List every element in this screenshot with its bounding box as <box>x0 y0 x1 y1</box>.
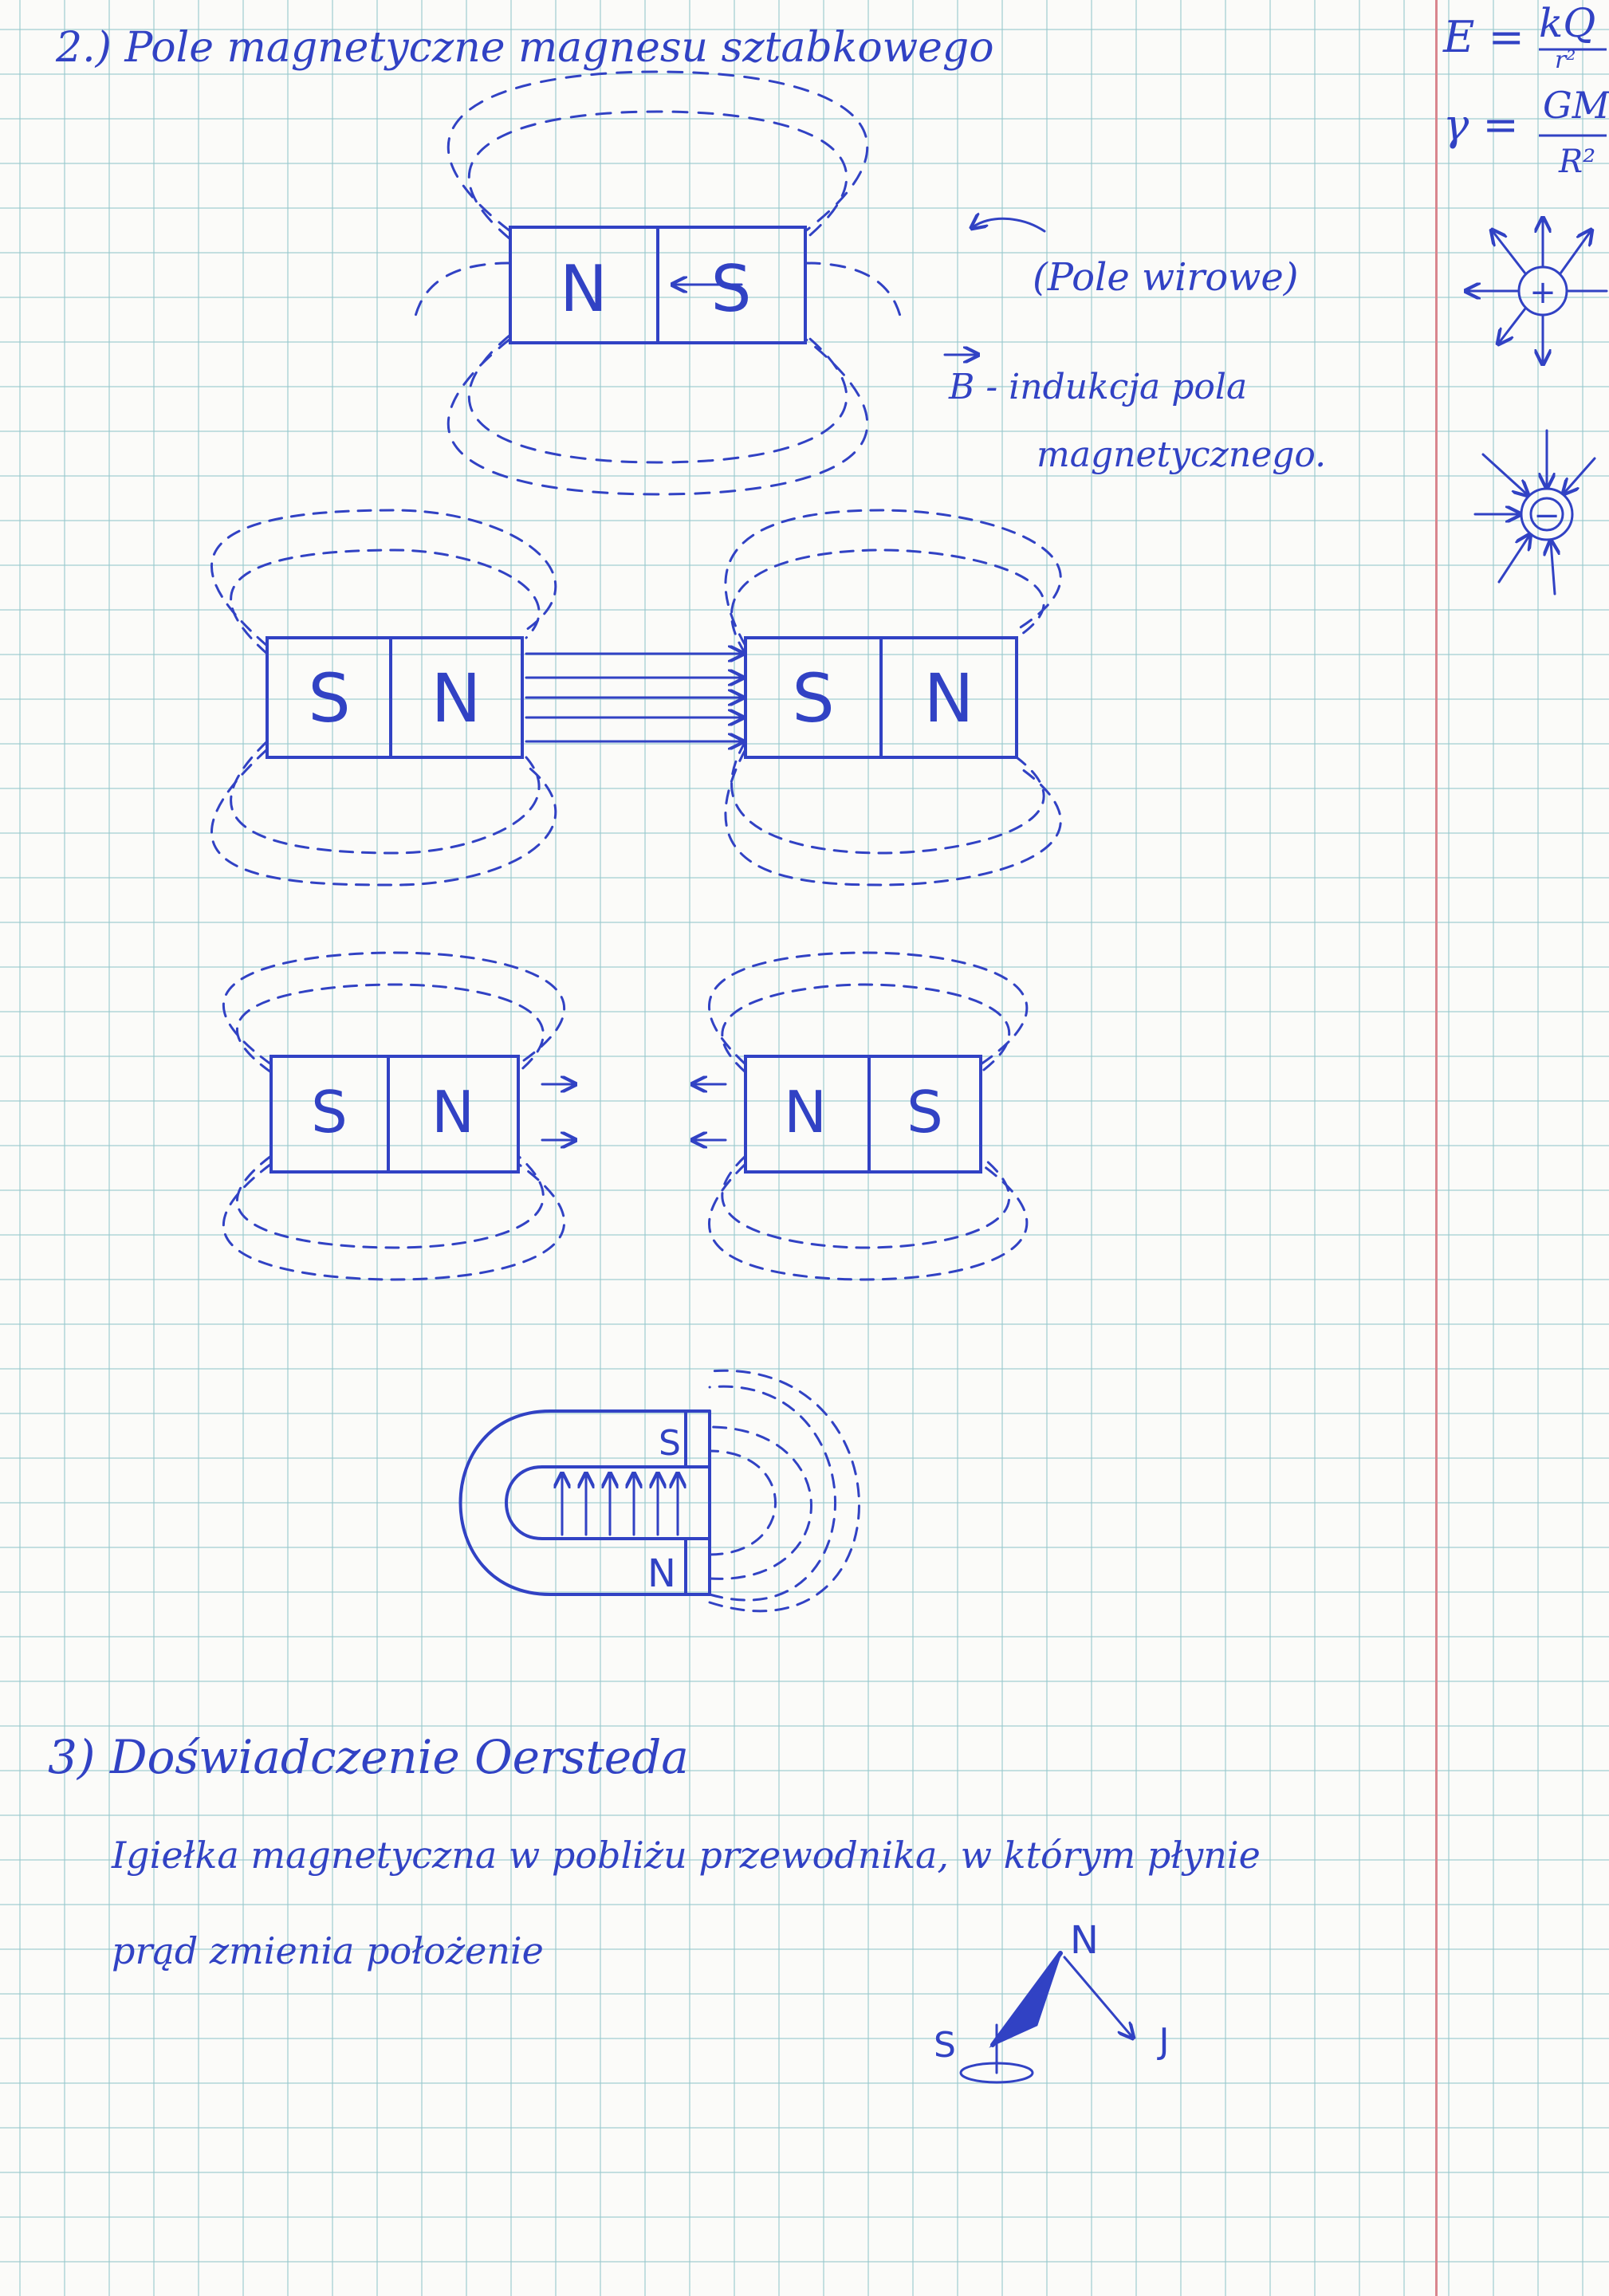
margin-line <box>1435 0 1438 2296</box>
pole-label: S <box>659 1423 681 1464</box>
gravity-formula-num: GM <box>1543 84 1609 127</box>
magnet-left <box>266 636 524 759</box>
section-heading-magnet-field: 2.) Pole magnetyczne magnesu sztabkowego <box>56 24 994 72</box>
pole-label: N <box>560 252 608 326</box>
charge-sign: + <box>1529 274 1556 311</box>
pole-label: N <box>784 1079 827 1146</box>
gravity-formula-lhs: γ = <box>1443 100 1519 150</box>
pole-label: S <box>792 659 834 737</box>
pole-label: N <box>924 659 974 737</box>
compass-label: S <box>934 2025 956 2066</box>
bar-magnets-attract <box>210 509 1062 887</box>
induction-note-line-1: B - indukcja pola <box>949 367 1248 407</box>
pole-label: S <box>907 1079 943 1146</box>
field-lines-attract <box>210 509 1062 887</box>
negative-charge-field <box>1473 429 1596 596</box>
field-lines-repel <box>222 951 1029 1281</box>
bar-magnets-repel <box>222 951 1029 1281</box>
horseshoe-magnet <box>458 1369 860 1613</box>
magnet-left <box>269 1055 520 1174</box>
positive-charge-field <box>1467 219 1608 363</box>
charge-sign: − <box>1533 497 1560 534</box>
pole-label: S <box>308 659 350 737</box>
oersted-text-line-1: Igiełka magnetyczna w pobliżu przewodnik… <box>112 1834 1261 1877</box>
pole-label: S <box>311 1079 348 1146</box>
vortex-field-note: (Pole wirowe) <box>1033 255 1299 300</box>
pole-label: S <box>711 252 752 326</box>
induction-note-line-2: magnetycznego. <box>1037 434 1327 475</box>
pole-label: N <box>431 659 482 737</box>
bar-magnet-single <box>413 70 1046 496</box>
section-heading-oersted: 3) Doświadczenie Oersteda <box>48 1730 689 1784</box>
oersted-text-line-2: prąd zmienia położenie <box>112 1929 544 1972</box>
field-lines-horseshoe <box>562 1369 860 1613</box>
compass-label: J <box>1157 2021 1170 2062</box>
coulomb-formula-num: kQ <box>1539 0 1596 46</box>
horseshoe-outer <box>458 1409 711 1596</box>
field-lines-single <box>413 70 903 496</box>
magnet-right <box>744 1055 982 1174</box>
pole-label: N <box>647 1551 676 1596</box>
compass-label: N <box>1070 1918 1099 1963</box>
compass-needle-sketch <box>959 1951 1132 2084</box>
coulomb-formula-lhs: E = <box>1443 12 1524 62</box>
gravity-formula-den: R² <box>1559 144 1596 180</box>
coulomb-formula-den: r² <box>1555 46 1576 74</box>
horseshoe-inner <box>505 1465 711 1540</box>
pole-label: N <box>431 1079 474 1146</box>
